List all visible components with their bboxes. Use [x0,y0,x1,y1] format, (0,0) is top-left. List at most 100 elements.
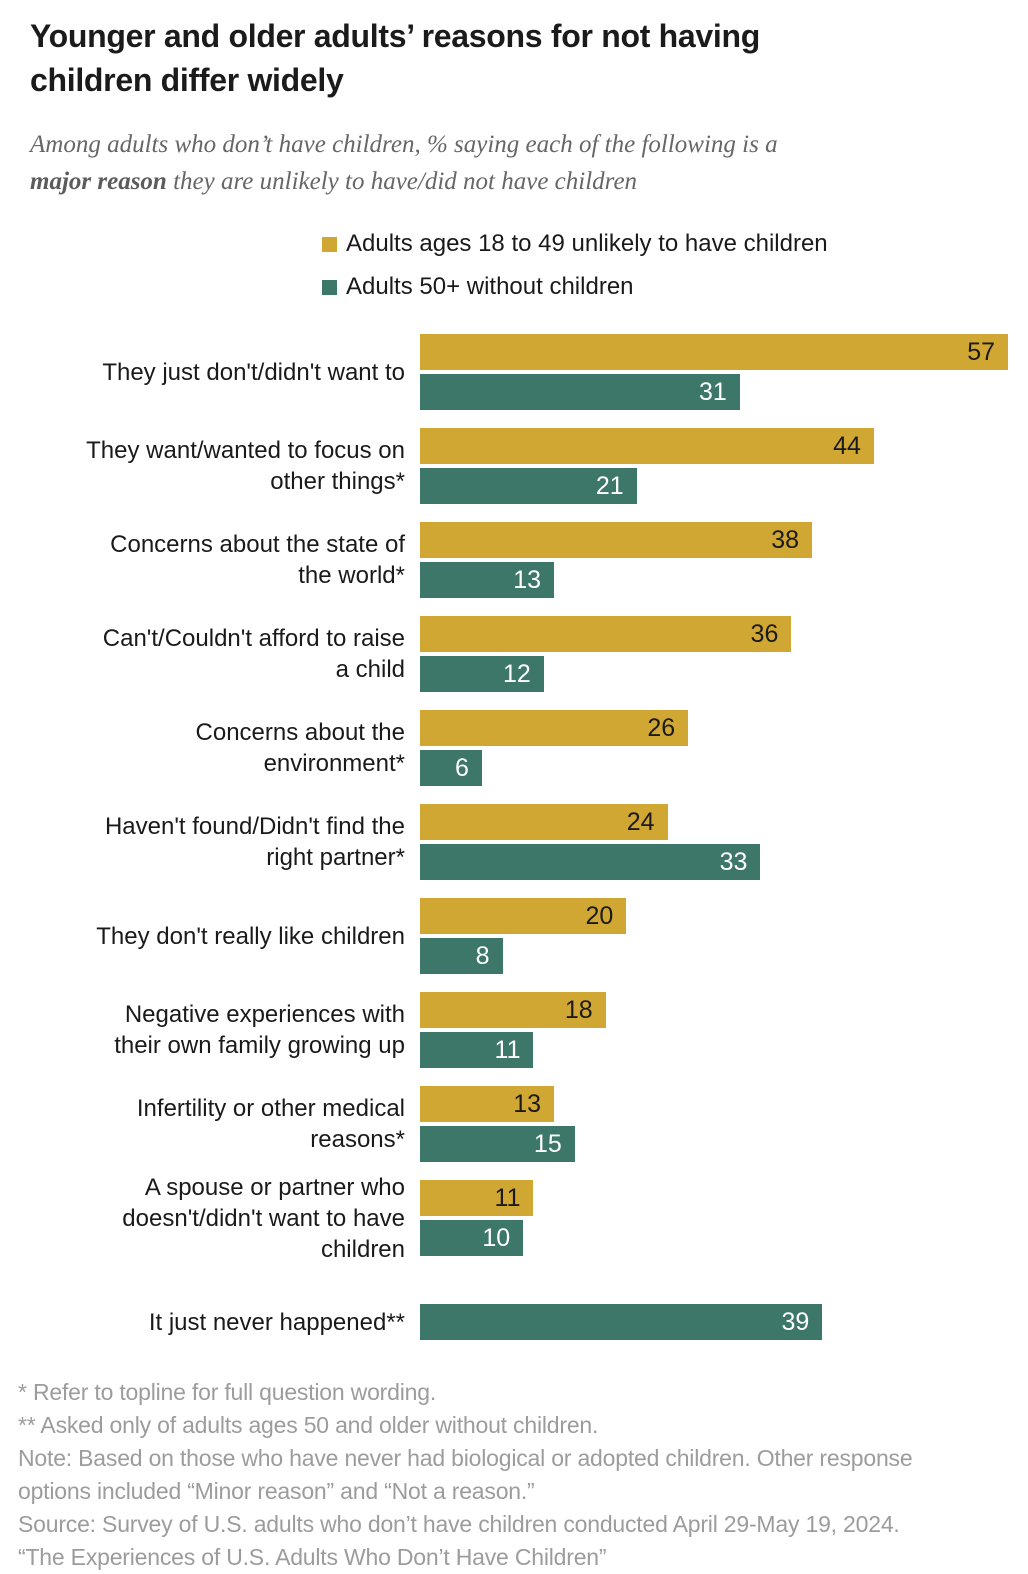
legend-swatch-icon [322,279,337,295]
subtitle-prefix: Among adults who don’t have children, % … [30,131,778,158]
bar-group: 13 15 [420,1086,1008,1162]
chart-group: It just never happened** 39 [30,1304,1008,1340]
bar-ages-18-49: 20 [420,898,627,934]
bar-ages-50-plus: 12 [420,656,544,692]
bar-row: 20 [420,898,1008,934]
bar-value-label: 6 [454,753,469,782]
bar-value-label: 38 [771,525,799,554]
page-title: Younger and older adults’ reasons for no… [30,18,760,98]
bar-row: 38 [420,522,1008,558]
bar-group: 24 33 [420,804,1008,880]
legend-label: Adults 50+ without children [346,273,634,300]
bar-ages-18-49: 26 [420,710,689,746]
bar-row: 21 [420,468,1008,504]
bar-value-label: 39 [781,1307,810,1336]
legend-item: Adults ages 18 to 49 unlikely to have ch… [322,230,1008,258]
bar-row: 18 [420,992,1008,1028]
bar-group: 18 11 [420,992,1008,1068]
subtitle-suffix: they are unlikely to have/did not have c… [166,168,638,195]
bar-row: 15 [420,1126,1008,1162]
bar-value-label: 12 [502,659,531,688]
bar-value-label: 13 [513,1089,542,1118]
chart: They just don't/didn't want to 57 31 They w… [30,334,1008,1340]
chart-group: Can't/Couldn't afford to raise a child 36… [30,616,1008,692]
bar-row: 6 [420,750,1008,786]
bar-value-label: 44 [833,431,861,460]
bar-ages-50-plus: 8 [420,938,503,974]
bar-ages-50-plus: 39 [420,1304,823,1340]
category-label: It just never happened** [148,1308,405,1336]
bar-group: 38 13 [420,522,1008,598]
bar-ages-18-49: 18 [420,992,606,1028]
bar-row: 13 [420,1086,1008,1122]
bar-group: 44 21 [420,428,1008,504]
legend-swatch-icon [322,236,337,252]
category-label: They just don't/didn't want to [102,358,405,386]
chart-subtitle: Among adults who don’t have children, % … [30,126,1008,200]
bar-row: 33 [420,844,1008,880]
footnote-line: Source: Survey of U.S. adults who don’t … [18,1511,900,1570]
bar-row: 13 [420,562,1008,598]
bar-ages-18-49: 38 [420,522,812,558]
bar-row: 8 [420,938,1008,974]
bar-value-label: 31 [698,377,727,406]
bar-ages-50-plus: 33 [420,844,761,880]
bar-group: 39 [420,1304,1008,1340]
bar-group: 36 12 [420,616,1008,692]
bar-group: 20 8 [420,898,1008,974]
bar-group: 11 10 [420,1180,1008,1256]
category-label: Concerns about the environment* [195,719,405,777]
chart-group: They want/wanted to focus on other thing… [30,428,1008,504]
bar-row: 57 [420,334,1008,370]
bar-ages-50-plus: 21 [420,468,637,504]
footnotes: * Refer to topline for full question wor… [18,1376,1008,1574]
footnote-line: ** Asked only of adults ages 50 and olde… [18,1412,599,1438]
bar-value-label: 20 [585,901,614,930]
bar-value-label: 18 [564,995,593,1024]
category-label: Infertility or other medical reasons* [136,1095,405,1153]
bar-ages-18-49: 57 [420,334,1008,370]
category-label: Haven't found/Didn't find the right part… [104,813,405,871]
bar-row: 11 [420,1180,1008,1216]
chart-group: They just don't/didn't want to 57 31 [30,334,1008,410]
category-label: Negative experiences with their own fami… [114,1001,405,1059]
bar-value-label: 8 [475,941,490,970]
bar-value-label: 57 [967,337,995,366]
chart-group: A spouse or partner who doesn't/didn't w… [30,1174,1008,1263]
chart-group: Haven't found/Didn't find the right part… [30,804,1008,880]
bar-row: 10 [420,1220,1008,1256]
category-label: They don't really like children [96,922,405,950]
chart-group: Concerns about the environment* 26 6 [30,710,1008,786]
bar-ages-18-49: 13 [420,1086,555,1122]
bar-group: 57 31 [420,334,1008,410]
bar-ages-18-49: 24 [420,804,668,840]
bar-ages-18-49: 44 [420,428,874,464]
bar-row: 11 [420,1032,1008,1068]
legend-label: Adults ages 18 to 49 unlikely to have ch… [346,230,828,257]
bar-row: 39 [420,1304,1008,1340]
chart-group: Concerns about the state of the world* 38… [30,522,1008,598]
bar-group: 26 6 [420,710,1008,786]
chart-group: They don't really like children 20 8 [30,898,1008,974]
category-label: Can't/Couldn't afford to raise a child [102,625,405,683]
bar-ages-50-plus: 31 [420,374,740,410]
chart-group: Infertility or other medical reasons* 13 1… [30,1086,1008,1162]
bar-value-label: 15 [533,1129,562,1158]
footnote-line: Note: Based on those who have never had … [18,1445,913,1504]
bar-row: 31 [420,374,1008,410]
bar-row: 26 [420,710,1008,746]
category-label: They want/wanted to focus on other thing… [86,437,405,495]
bar-value-label: 36 [750,619,779,648]
bar-ages-50-plus: 6 [420,750,482,786]
footnote-line: * Refer to topline for full question wor… [18,1379,437,1405]
bar-ages-50-plus: 13 [420,562,555,598]
legend: Adults ages 18 to 49 unlikely to have ch… [322,230,1008,301]
chart-group: Negative experiences with their own fami… [30,992,1008,1068]
bar-ages-50-plus: 11 [420,1032,534,1068]
bar-ages-50-plus: 15 [420,1126,575,1162]
bar-ages-18-49: 36 [420,616,792,652]
bar-ages-50-plus: 10 [420,1220,524,1256]
legend-item: Adults 50+ without children [322,273,1008,301]
bar-value-label: 33 [719,847,748,876]
